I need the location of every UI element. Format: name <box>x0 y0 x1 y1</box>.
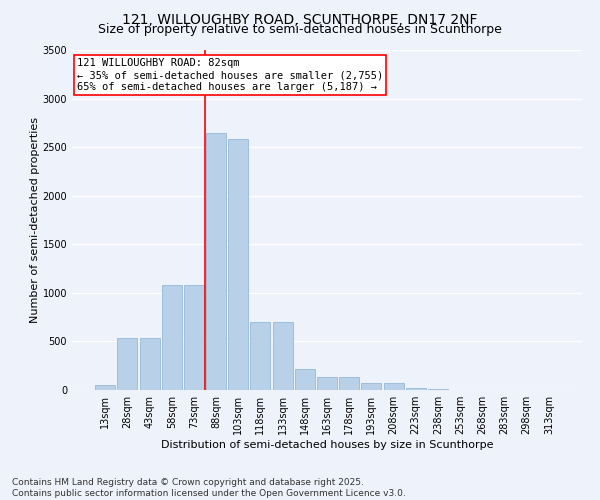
Text: 121 WILLOUGHBY ROAD: 82sqm
← 35% of semi-detached houses are smaller (2,755)
65%: 121 WILLOUGHBY ROAD: 82sqm ← 35% of semi… <box>77 58 383 92</box>
Bar <box>118 338 137 390</box>
Bar <box>206 132 226 390</box>
Text: Size of property relative to semi-detached houses in Scunthorpe: Size of property relative to semi-detach… <box>98 22 502 36</box>
Bar <box>406 388 426 390</box>
Bar <box>361 383 382 390</box>
X-axis label: Distribution of semi-detached houses by size in Scunthorpe: Distribution of semi-detached houses by … <box>161 440 493 450</box>
Bar <box>162 285 182 390</box>
Text: 121, WILLOUGHBY ROAD, SCUNTHORPE, DN17 2NF: 121, WILLOUGHBY ROAD, SCUNTHORPE, DN17 2… <box>122 12 478 26</box>
Bar <box>428 389 448 390</box>
Bar <box>228 140 248 390</box>
Bar <box>383 383 404 390</box>
Bar <box>339 378 359 390</box>
Bar <box>317 378 337 390</box>
Text: Contains HM Land Registry data © Crown copyright and database right 2025.
Contai: Contains HM Land Registry data © Crown c… <box>12 478 406 498</box>
Bar <box>140 338 160 390</box>
Bar <box>272 322 293 390</box>
Bar <box>184 285 204 390</box>
Bar <box>95 385 115 390</box>
Y-axis label: Number of semi-detached properties: Number of semi-detached properties <box>29 117 40 323</box>
Bar <box>295 368 315 390</box>
Bar <box>250 322 271 390</box>
